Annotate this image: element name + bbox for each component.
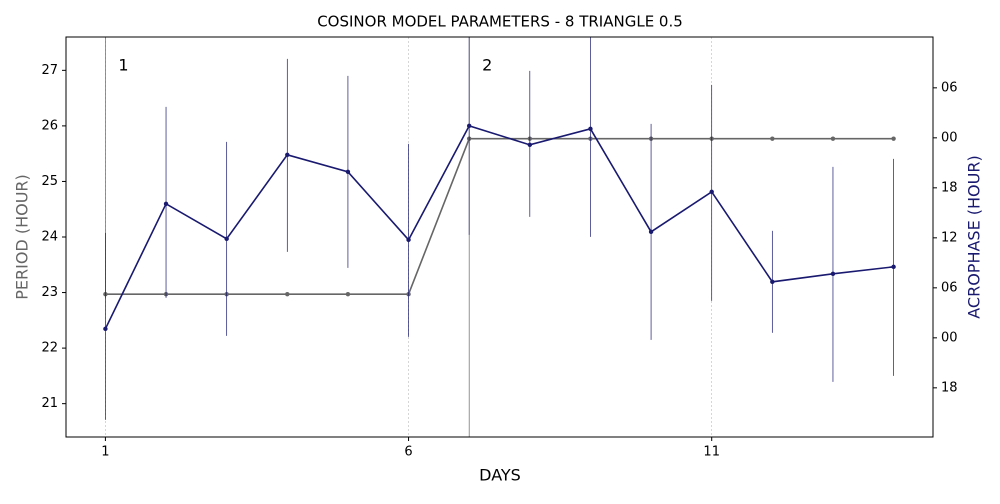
x-tick-label: 6 (404, 445, 412, 460)
point (345, 292, 351, 297)
annotation: 1 (118, 56, 128, 75)
series-line (105, 137, 894, 296)
point (588, 126, 593, 132)
point (345, 169, 351, 175)
y2-tick-label: 06 (941, 280, 958, 295)
y2-tick-label: 00 (941, 130, 958, 145)
point (103, 326, 108, 332)
x-tick-label: 11 (703, 445, 720, 460)
point (891, 264, 896, 270)
point (891, 136, 896, 141)
y2-tick-label: 18 (941, 180, 958, 195)
point (406, 237, 411, 243)
series-line (104, 124, 894, 330)
y-axis-label: PERIOD (HOUR) (13, 174, 32, 300)
y-tick-label: 22 (41, 341, 58, 356)
chart-title: COSINOR MODEL PARAMETERS - 8 TRIANGLE 0.… (317, 13, 683, 31)
point (163, 201, 169, 207)
y2-tick-label: 12 (941, 230, 958, 245)
point (466, 123, 472, 129)
plot-area (103, 37, 896, 437)
y-tick-label: 25 (41, 174, 58, 189)
y2-tick-label: 18 (941, 380, 958, 395)
x-tick-label: 1 (101, 445, 109, 460)
y-tick-label: 21 (41, 396, 58, 411)
point (224, 236, 229, 242)
point (648, 229, 654, 235)
y-tick-label: 23 (41, 285, 58, 300)
point (285, 152, 290, 158)
point (830, 136, 836, 141)
plot-frame (65, 36, 934, 438)
y-tick-label: 26 (41, 118, 58, 133)
point (830, 271, 836, 277)
point (770, 136, 775, 141)
x-axis-label: DAYS (479, 466, 521, 485)
y2-tick-label: 06 (941, 80, 958, 95)
annotation: 2 (482, 56, 492, 75)
y2-axis-label: ACROPHASE (HOUR) (965, 155, 984, 318)
point (527, 142, 533, 148)
y-tick-label: 24 (41, 230, 58, 245)
point (770, 279, 775, 285)
point (285, 292, 290, 297)
point (709, 189, 714, 195)
y-tick-label: 27 (41, 63, 58, 78)
y2-tick-label: 00 (941, 330, 958, 345)
